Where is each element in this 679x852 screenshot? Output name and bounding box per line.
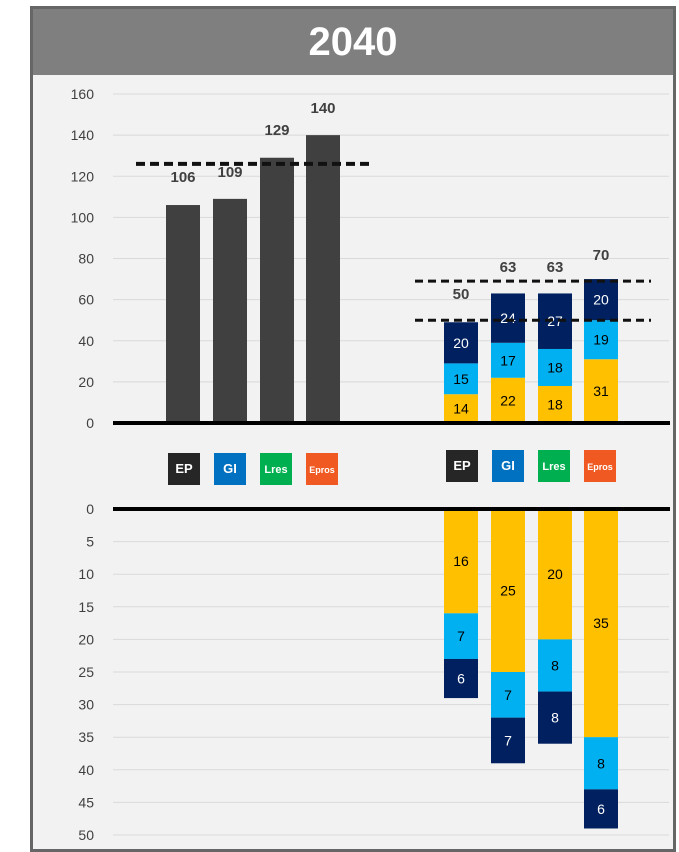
bar-segment (538, 385, 572, 423)
y-tick-label: 60 (78, 292, 94, 308)
bar-segment (444, 394, 478, 423)
segment-label: 25 (500, 583, 516, 599)
y-tick-label: 5 (86, 534, 94, 550)
y-tick-label: 45 (78, 794, 94, 810)
bar-segment (538, 509, 572, 640)
y-tick-label: 120 (71, 168, 95, 184)
legend-label: Lres (264, 464, 287, 476)
segment-label: 8 (551, 710, 559, 726)
segment-label: 18 (547, 396, 563, 412)
bar-segment (444, 509, 478, 614)
bar-segment (491, 293, 525, 343)
bar-segment (491, 717, 525, 764)
bar-segment (538, 691, 572, 744)
bar (306, 135, 340, 423)
segment-label: 15 (453, 371, 469, 387)
bar (260, 157, 294, 423)
data-label: 106 (170, 169, 195, 186)
segment-label: 8 (551, 657, 559, 673)
y-tick-label: 0 (86, 415, 94, 431)
segment-label: 6 (457, 671, 465, 687)
y-tick-label: 0 (86, 501, 94, 517)
chart-frame: 2040 (30, 6, 676, 852)
y-tick-label: 140 (71, 127, 95, 143)
segment-label: 19 (593, 332, 609, 348)
total-label: 63 (500, 259, 517, 276)
y-tick-label: 35 (78, 729, 94, 745)
segment-label: 35 (593, 615, 609, 631)
bar-segment (584, 359, 618, 423)
segment-label: 6 (597, 801, 605, 817)
y-tick-label: 100 (71, 209, 95, 225)
segment-label: 16 (453, 553, 469, 569)
bar-segment (491, 377, 525, 423)
segment-label: 31 (593, 383, 609, 399)
legend-swatch (260, 453, 292, 485)
legend-swatch (446, 450, 478, 482)
bar-segment (491, 672, 525, 718)
bar-segment (444, 613, 478, 659)
bar-segment (538, 348, 572, 386)
bar-segment (584, 789, 618, 829)
segment-label: 7 (504, 732, 512, 748)
data-label: 129 (264, 122, 289, 139)
legend-label: Lres (542, 461, 565, 473)
bar-segment (444, 322, 478, 364)
total-label: 50 (453, 286, 470, 303)
legend-label: Epros (309, 465, 335, 475)
segment-label: 27 (547, 313, 563, 329)
y-tick-label: 20 (78, 631, 94, 647)
segment-label: 20 (453, 335, 469, 351)
bar-segment (584, 279, 618, 321)
segment-label: 14 (453, 401, 469, 417)
bar (166, 205, 200, 423)
legend-swatch (538, 450, 570, 482)
legend-label: Epros (587, 462, 613, 472)
bar-segment (584, 737, 618, 790)
y-tick-label: 25 (78, 664, 94, 680)
y-tick-label: 15 (78, 599, 94, 615)
bar-segment (538, 293, 572, 349)
chart-title: 2040 (33, 9, 673, 75)
y-tick-label: 80 (78, 251, 94, 267)
bar-segment (584, 509, 618, 738)
legend-swatch (306, 453, 338, 485)
legend-swatch (492, 450, 524, 482)
bar-segment (444, 658, 478, 699)
segment-label: 20 (593, 292, 609, 308)
legend-label: GI (223, 461, 237, 476)
bar-segment (538, 639, 572, 692)
data-label: 109 (217, 164, 242, 181)
segment-label: 24 (500, 310, 516, 326)
legend-label: EP (453, 458, 471, 473)
legend-swatch (214, 453, 246, 485)
legend-swatch (584, 450, 616, 482)
y-tick-label: 160 (71, 86, 95, 102)
segment-label: 7 (504, 687, 512, 703)
data-label: 140 (310, 100, 335, 117)
y-tick-label: 10 (78, 566, 94, 582)
segment-label: 7 (457, 628, 465, 644)
y-tick-label: 50 (78, 827, 94, 843)
segment-label: 17 (500, 352, 516, 368)
segment-label: 22 (500, 392, 516, 408)
bar-segment (491, 509, 525, 672)
legend-label: GI (501, 458, 515, 473)
segment-label: 8 (597, 755, 605, 771)
y-tick-label: 20 (78, 374, 94, 390)
segment-label: 20 (547, 566, 563, 582)
y-tick-label: 30 (78, 697, 94, 713)
bar-segment (491, 342, 525, 378)
y-tick-label: 40 (78, 762, 94, 778)
total-label: 63 (547, 259, 564, 276)
segment-label: 18 (547, 359, 563, 375)
bar (213, 198, 247, 423)
y-tick-label: 40 (78, 333, 94, 349)
bar-segment (584, 320, 618, 360)
legend-label: EP (175, 461, 193, 476)
legend-swatch (168, 453, 200, 485)
bar-segment (444, 363, 478, 395)
total-label: 70 (593, 247, 610, 264)
